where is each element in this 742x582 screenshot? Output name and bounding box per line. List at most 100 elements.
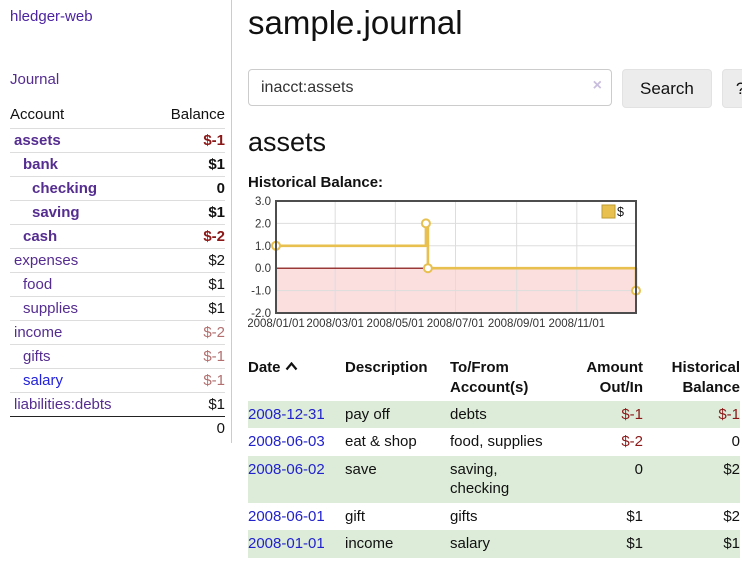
page-title: sample.journal [248,4,463,41]
register-row: 2008-12-31 pay off debts $-1 $-1 [248,400,740,429]
account-row: income $-2 [10,320,225,345]
search-form: × Search ? [248,69,742,109]
sidebar-nav: Journal [10,71,232,88]
account-row: bank $1 [10,152,225,177]
register-accounts: debts [450,405,487,423]
account-balance: $-2 [150,320,225,345]
page: hledger-web Journal Account Balance asse… [10,0,742,558]
account-balance: $1 [150,200,225,225]
sidebar-divider [231,0,232,443]
register-col-date-label: Date [248,359,281,377]
register-description: eat & shop [345,433,417,451]
sort-ascending-icon [285,362,297,371]
account-row: assets $-1 [10,128,225,153]
svg-text:2008/05/01: 2008/05/01 [367,318,425,330]
historical-balance-chart: $3.0 2.0 1.0 0.0 -1.0 -2.0 2008/01/01 2008/03/0… [247,195,742,335]
register-amount: $1 [626,507,643,525]
account-row: salary $-1 [10,368,225,393]
register-description: save [345,460,377,478]
search-button[interactable]: Search [622,69,712,109]
register-amount: 0 [634,460,643,478]
register-date-link[interactable]: 2008-06-03 [248,433,325,451]
svg-text:2008/07/01: 2008/07/01 [427,318,485,330]
svg-text:2.0: 2.0 [255,219,271,231]
register-date-link[interactable]: 2008-12-31 [248,405,325,423]
account-link[interactable]: checking [32,180,98,197]
account-link[interactable]: salary [23,372,64,389]
accounts-total-row: 0 [10,416,225,440]
account-balance: $-2 [150,224,225,249]
account-balance: $1 [150,296,225,321]
account-heading: assets [248,127,327,158]
app-title-link[interactable]: hledger-web [10,8,93,25]
svg-text:3.0: 3.0 [255,196,271,208]
svg-text:1.0: 1.0 [255,241,271,253]
main-content: sample.journal × Search ? assets Histori… [232,0,742,558]
svg-text:2008/09/01: 2008/09/01 [488,318,546,330]
accounts-col-balance: Balance [170,106,225,123]
register-accounts: saving, checking [450,460,510,498]
account-link[interactable]: expenses [14,252,79,269]
account-link[interactable]: liabilities:debts [14,396,112,413]
chart-title: Historical Balance: [248,174,384,192]
account-link[interactable]: cash [23,228,58,245]
register-accounts: salary [450,535,491,553]
account-row: gifts $-1 [10,344,225,369]
register-accounts: gifts [450,507,478,525]
account-balance: $1 [150,272,225,297]
help-button[interactable]: ? [721,69,742,109]
svg-text:2008/01/01: 2008/01/01 [248,318,305,330]
search-box: × [248,69,612,108]
register-date-link[interactable]: 2008-06-01 [248,507,325,525]
account-balance: $2 [150,248,225,273]
register-col-date[interactable]: Date [248,355,345,401]
account-link[interactable]: saving [32,204,80,221]
clear-search-icon[interactable]: × [592,77,602,95]
account-row: supplies $1 [10,296,225,321]
accounts-total-spacer [10,416,151,440]
register-amount: $-2 [621,433,643,451]
account-row: food $1 [10,272,225,297]
account-balance: 0 [150,176,225,201]
account-link[interactable]: food [23,276,53,293]
register-balance: $1 [723,535,740,553]
register-balance: $-1 [718,405,740,423]
account-link[interactable]: income [14,324,63,341]
account-link[interactable]: assets [14,132,61,149]
accounts-table: Account Balance assets $-1 bank $1 check… [10,102,225,440]
register-amount: $1 [626,535,643,553]
account-row: saving $1 [10,200,225,225]
svg-text:2008/11/01: 2008/11/01 [548,318,605,330]
register-description: income [345,535,394,553]
svg-text:$: $ [617,205,624,219]
register-date-link[interactable]: 2008-01-01 [248,535,325,553]
register-description: gift [345,507,366,525]
account-link[interactable]: bank [23,156,59,173]
register-header-row: Date Description To/From Account(s) Amou… [248,355,740,401]
register-row: 2008-01-01 income salary $1 $1 [248,530,740,558]
account-row: liabilities:debts $1 [10,392,225,417]
nav-journal-link[interactable]: Journal [10,71,60,88]
register-row: 2008-06-03 eat & shop food, supplies $-2… [248,428,740,456]
register-col-amount: Amount Out/In [586,359,643,397]
account-link[interactable]: gifts [23,348,51,365]
account-link[interactable]: supplies [23,300,79,317]
account-row: cash $-2 [10,224,225,249]
register-accounts: food, supplies [450,433,543,451]
search-input[interactable] [248,69,612,107]
register-col-balance: Historical Balance [671,359,740,397]
account-balance: $-1 [150,128,225,153]
svg-text:0.0: 0.0 [255,263,271,275]
account-balance: $1 [150,152,225,177]
accounts-header-row: Account Balance [10,102,225,129]
register-date-link[interactable]: 2008-06-02 [248,460,325,478]
register-balance: 0 [731,433,740,451]
account-row: expenses $2 [10,248,225,273]
register-table: Date Description To/From Account(s) Amou… [248,355,740,558]
account-balance: $-1 [150,344,225,369]
svg-text:-1.0: -1.0 [251,286,271,298]
register-balance: $2 [723,507,740,525]
accounts-col-account: Account [10,106,65,123]
account-row: checking 0 [10,176,225,201]
register-row: 2008-06-02 save saving, checking 0 $2 [248,455,740,503]
